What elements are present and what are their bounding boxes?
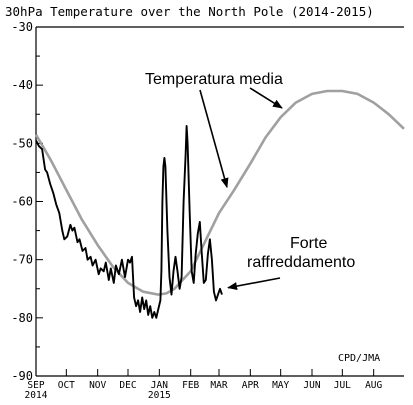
chart-title: 30hPa Temperature over the North Pole (2… bbox=[5, 4, 374, 19]
x-tick-year-label: 2014 bbox=[25, 390, 48, 400]
x-tick-year-label: 2015 bbox=[148, 390, 171, 400]
x-tick-label: MAR bbox=[210, 380, 227, 391]
mean-temperature-line bbox=[34, 89, 405, 296]
annotation-arrow-to-observed bbox=[227, 277, 281, 291]
x-tick-label: OCT bbox=[58, 380, 75, 391]
y-tick-label: -90 bbox=[11, 369, 33, 383]
y-tick-label: -80 bbox=[11, 311, 33, 325]
y-tick-label: -70 bbox=[11, 253, 33, 267]
annotation-forte-label: Forte bbox=[290, 235, 327, 252]
x-tick-label: APR bbox=[242, 380, 259, 391]
x-tick-label: NOV bbox=[89, 380, 106, 391]
y-tick-label: -60 bbox=[11, 195, 33, 209]
annotation-mean-label: Temperatura media bbox=[145, 71, 283, 88]
annotation-layer: Temperatura media Forte raffreddamento CPD/… bbox=[145, 71, 380, 364]
x-tick-label: JUN bbox=[303, 380, 320, 391]
series-layer bbox=[34, 89, 405, 319]
observed-temperature-line bbox=[35, 124, 223, 319]
x-tick-label: AUG bbox=[365, 380, 382, 391]
y-tick-label: -30 bbox=[11, 20, 33, 34]
annotation-raffreddamento-label: raffreddamento bbox=[247, 254, 355, 271]
annotation-arrow-right bbox=[249, 87, 283, 109]
x-tick-label: FEB bbox=[182, 380, 199, 391]
x-tick-label: JUL bbox=[334, 380, 351, 391]
source-credit: CPD/JMA bbox=[338, 353, 380, 364]
y-tick-label: -50 bbox=[11, 136, 33, 150]
x-tick-label: JAN bbox=[151, 380, 168, 391]
annotation-arrow-to-curve bbox=[199, 89, 229, 189]
y-tick-label: -40 bbox=[11, 78, 33, 92]
x-tick-label: MAY bbox=[272, 380, 289, 391]
y-axis-ticks: -30 -40 -50 -60 -70 -80 -90 bbox=[11, 20, 43, 383]
x-tick-label: DEC bbox=[119, 380, 136, 391]
x-tick-label: SEP bbox=[27, 380, 44, 391]
